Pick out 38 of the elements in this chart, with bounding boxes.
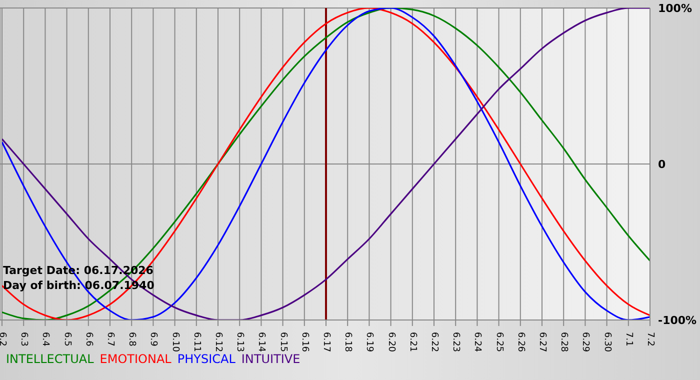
text: INTELLECTUAL xyxy=(6,352,94,366)
x-tick-label: 6.6 xyxy=(83,332,94,347)
y-tick-label: -100% xyxy=(658,314,697,327)
x-tick-label: 6.15 xyxy=(278,332,288,352)
x-tick-label: 6.12 xyxy=(213,332,223,352)
x-tick-label: 6.7 xyxy=(105,332,115,346)
x-tick-label: 6.16 xyxy=(299,332,310,352)
y-tick-label: 0 xyxy=(658,158,666,171)
x-tick-label: 6.19 xyxy=(364,332,374,352)
x-tick-label: 6.22 xyxy=(429,332,439,352)
x-tick-label: 6.2 xyxy=(0,332,7,346)
text: EMOTIONAL xyxy=(100,352,172,366)
text: INTUITIVE xyxy=(241,352,300,366)
x-tick-label: 6.23 xyxy=(450,332,461,352)
x-tick-label: 6.10 xyxy=(170,332,180,352)
x-tick-label: 6.27 xyxy=(537,332,547,352)
x-tick-label: 6.13 xyxy=(234,332,245,352)
x-tick-label: 6.9 xyxy=(148,332,158,347)
x-tick-label: 6.21 xyxy=(407,332,418,352)
x-tick-label: 6.11 xyxy=(191,332,202,352)
x-tick-label: 6.28 xyxy=(558,332,569,352)
x-tick-label: 6.4 xyxy=(40,332,50,347)
x-tick-label: 6.26 xyxy=(515,332,526,352)
x-tick-label: 6.3 xyxy=(18,332,29,346)
x-tick-label: 6.25 xyxy=(494,332,504,352)
x-tick-label: 6.20 xyxy=(386,332,396,352)
x-tick-label: 6.8 xyxy=(126,332,137,347)
x-tick-label: 6.5 xyxy=(62,332,72,346)
x-tick-label: 6.17 xyxy=(321,332,331,352)
text: PHYSICAL xyxy=(177,352,236,366)
x-tick-label: 7.1 xyxy=(623,332,634,346)
x-tick-label: 7.2 xyxy=(645,332,655,346)
x-tick-label: 6.14 xyxy=(256,332,266,352)
x-tick-label: 6.29 xyxy=(580,332,590,352)
y-tick-label: 100% xyxy=(658,2,692,15)
x-tick-label: 6.30 xyxy=(602,332,612,352)
x-tick-label: 6.24 xyxy=(472,332,482,352)
x-tick-label: 6.18 xyxy=(342,332,353,352)
